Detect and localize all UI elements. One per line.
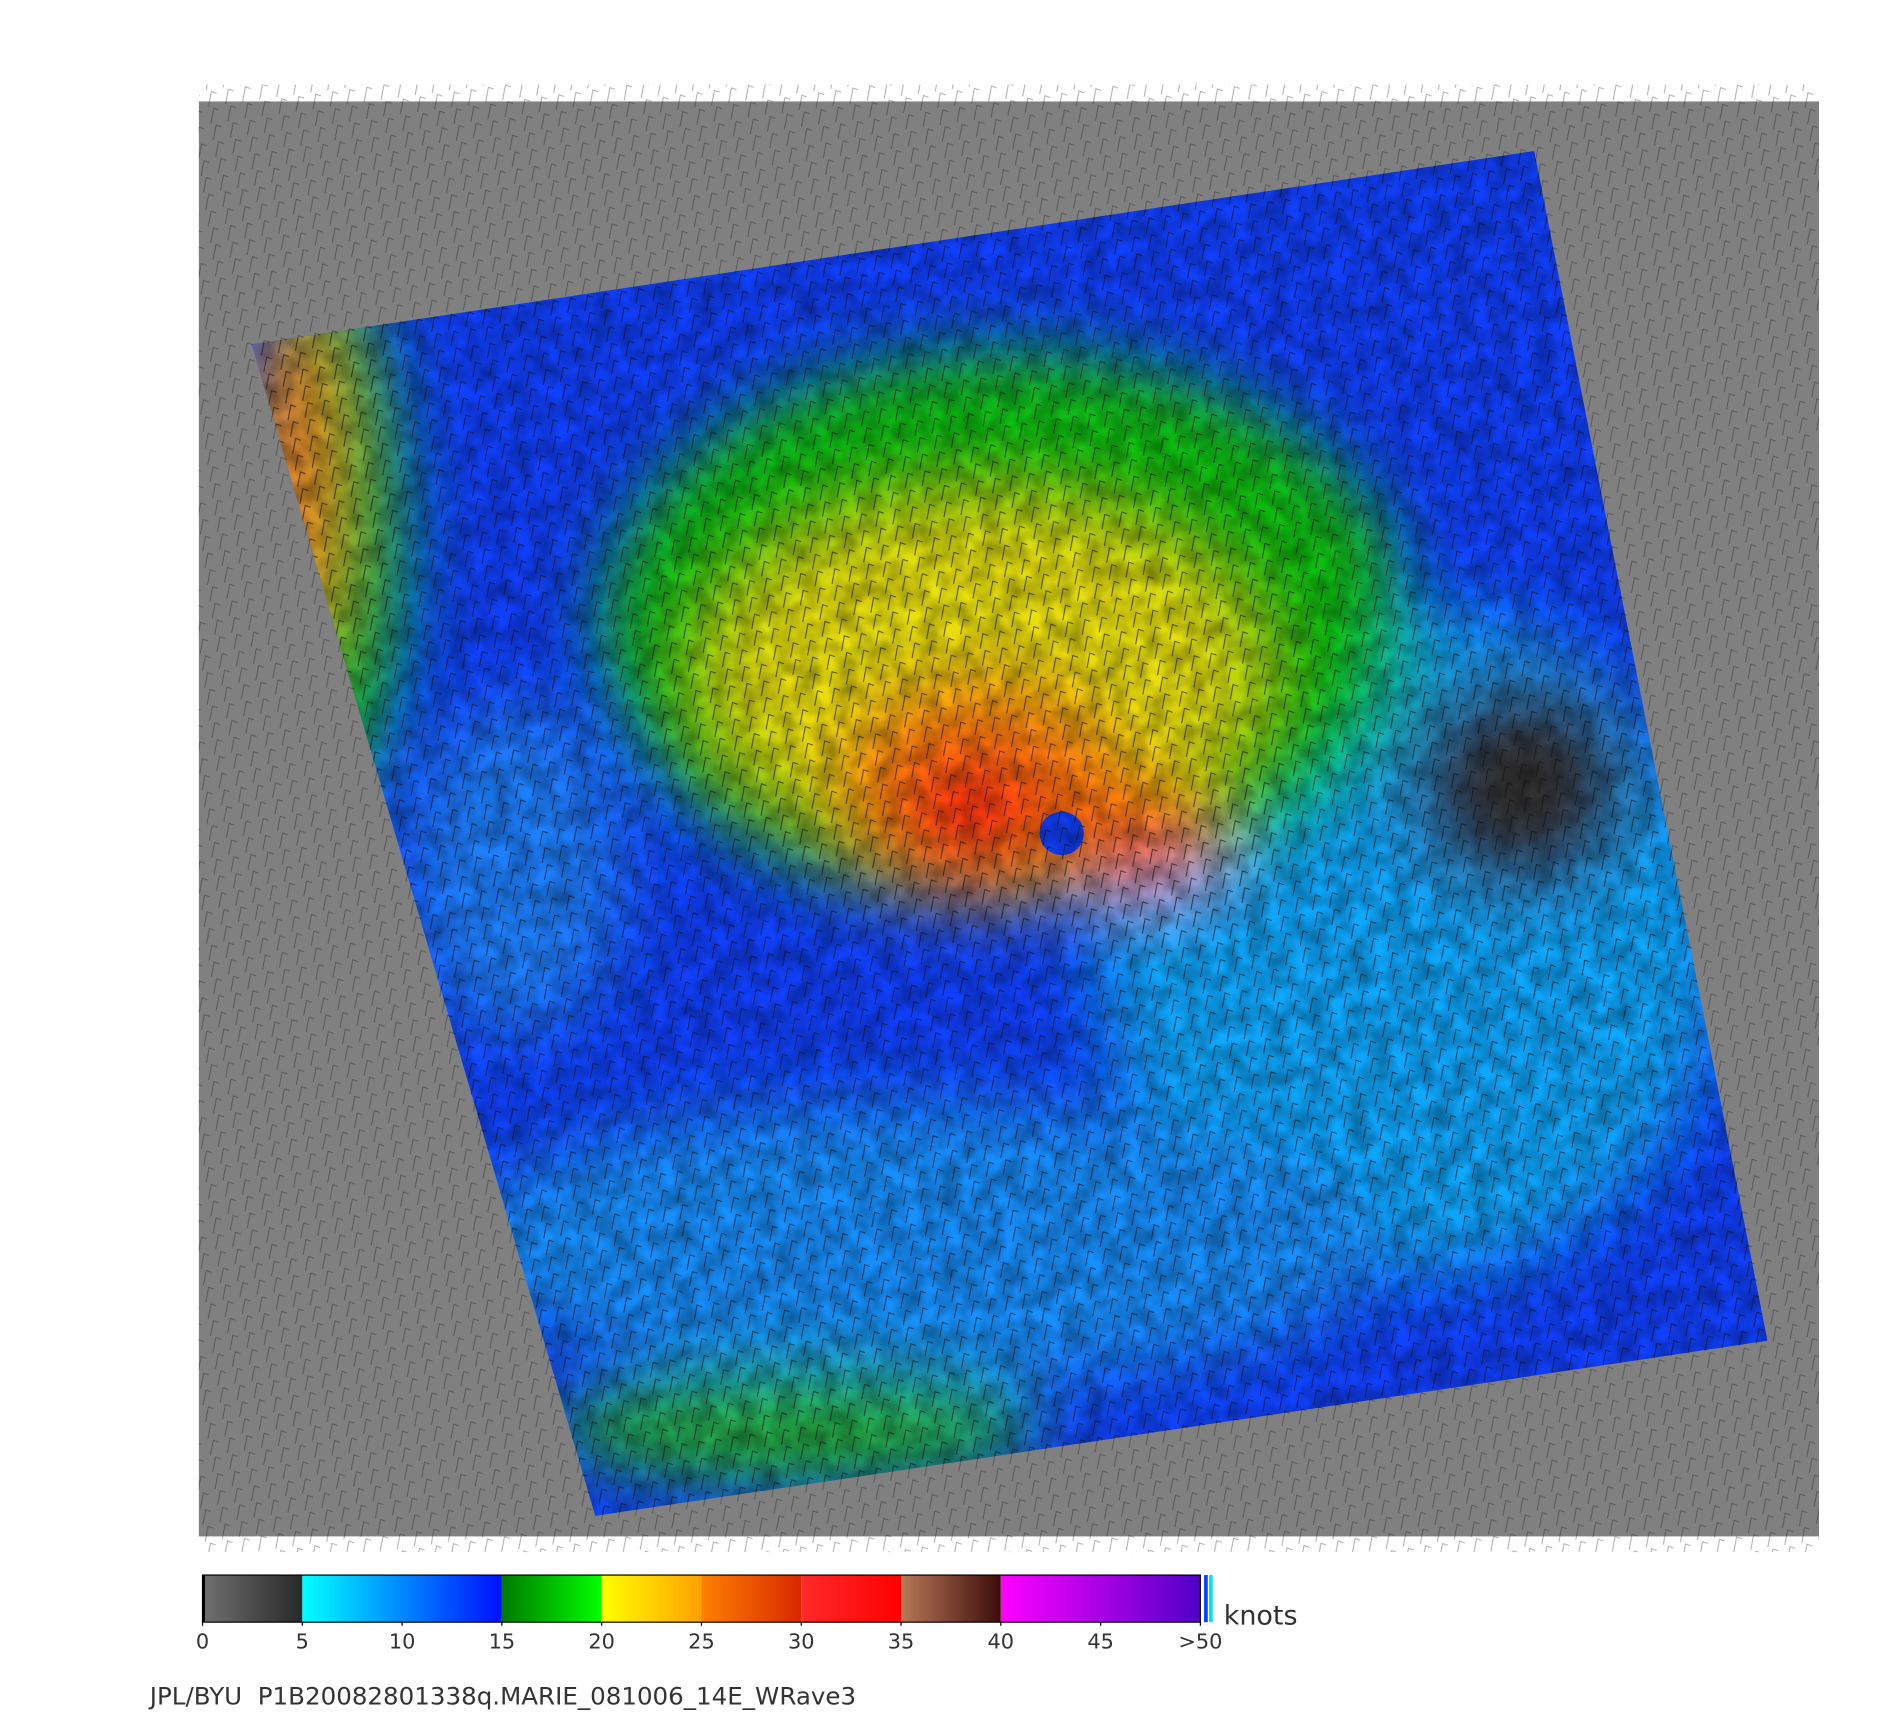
unit-label: knots [1224, 1601, 1298, 1632]
colorbar-end [1204, 1575, 1208, 1623]
tick-label: 30 [788, 1630, 815, 1654]
tick-label: 35 [888, 1630, 915, 1654]
wind-swath [251, 150, 1768, 1516]
colorbar-segment [701, 1575, 802, 1623]
colorbar-segment [1000, 1575, 1201, 1623]
tick-label: >50 [1178, 1630, 1222, 1654]
tick-label: 25 [688, 1630, 715, 1654]
tick-label: 20 [588, 1630, 615, 1654]
colorbar-end [1208, 1575, 1213, 1623]
colorbar-segment [202, 1575, 303, 1623]
tick-label: 15 [489, 1630, 516, 1654]
tick-label: 0 [196, 1630, 209, 1654]
tick-label: 40 [988, 1630, 1015, 1654]
colorbar-segment [501, 1575, 602, 1623]
colorbar-edge [202, 1575, 205, 1623]
tick-label: 5 [296, 1630, 309, 1654]
footer: JPL/BYU P1B20082801338q.MARIE_081006_14E… [148, 1681, 856, 1710]
colorbar-segment [601, 1575, 702, 1623]
tick-label: 10 [389, 1630, 416, 1654]
colorbar-segment [801, 1575, 902, 1623]
colorbar-segment [901, 1575, 1001, 1623]
colorbar: 0 5 10 15 20 25 30 35 40 45 >50 [196, 1574, 1222, 1654]
tick-label: 45 [1087, 1630, 1114, 1654]
colorbar-segment [302, 1575, 502, 1623]
